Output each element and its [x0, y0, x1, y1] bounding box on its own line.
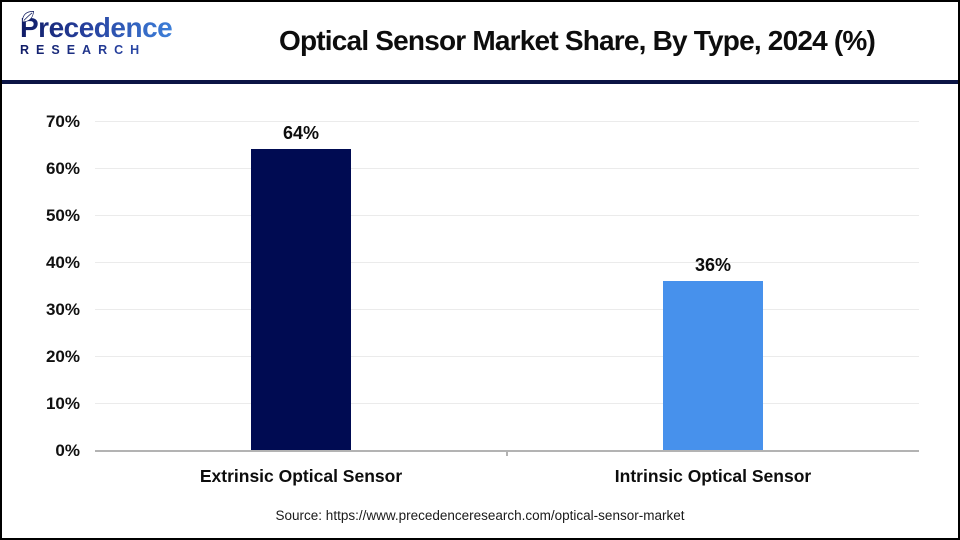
chart-area: 0% 10% 20% 30% 40% 50% 60% 70% 64% Extrinsic Opti… [2, 84, 958, 538]
y-tick-label: 70% [45, 112, 80, 131]
y-tick-label: 30% [45, 300, 80, 319]
y-tick-label: 60% [45, 159, 80, 178]
y-tick-label: 40% [45, 253, 80, 272]
bar-value-label: 36% [694, 254, 732, 275]
x-axis-tick [506, 450, 508, 456]
chart-title: Optical Sensor Market Share, By Type, 20… [278, 25, 876, 56]
gridline [95, 121, 919, 122]
gridline [95, 262, 919, 263]
bar-intrinsic-optical-sensor [663, 280, 763, 450]
gridline [95, 403, 919, 404]
bar-value-label: 64% [282, 123, 320, 144]
gridline [95, 168, 919, 169]
gridline [95, 309, 919, 310]
y-tick-label: 20% [45, 347, 80, 366]
y-tick-label: 10% [45, 394, 80, 413]
logo-wordmark: Precedence [20, 11, 173, 43]
x-category-label: Extrinsic Optical Sensor [199, 466, 403, 486]
gridline [95, 215, 919, 216]
logo-text-precedence: Precedence [20, 12, 173, 43]
bar-extrinsic-optical-sensor [251, 149, 351, 450]
y-tick-label: 0% [55, 441, 80, 460]
x-category-label: Intrinsic Optical Sensor [614, 466, 812, 486]
header: Precedence RESEARCH Optical Sensor Marke… [2, 2, 958, 84]
source-text: Source: https://www.precedenceresearch.c… [275, 508, 685, 523]
gridline [95, 356, 919, 357]
logo-text-research: RESEARCH [20, 44, 250, 57]
y-tick-label: 50% [45, 206, 80, 225]
